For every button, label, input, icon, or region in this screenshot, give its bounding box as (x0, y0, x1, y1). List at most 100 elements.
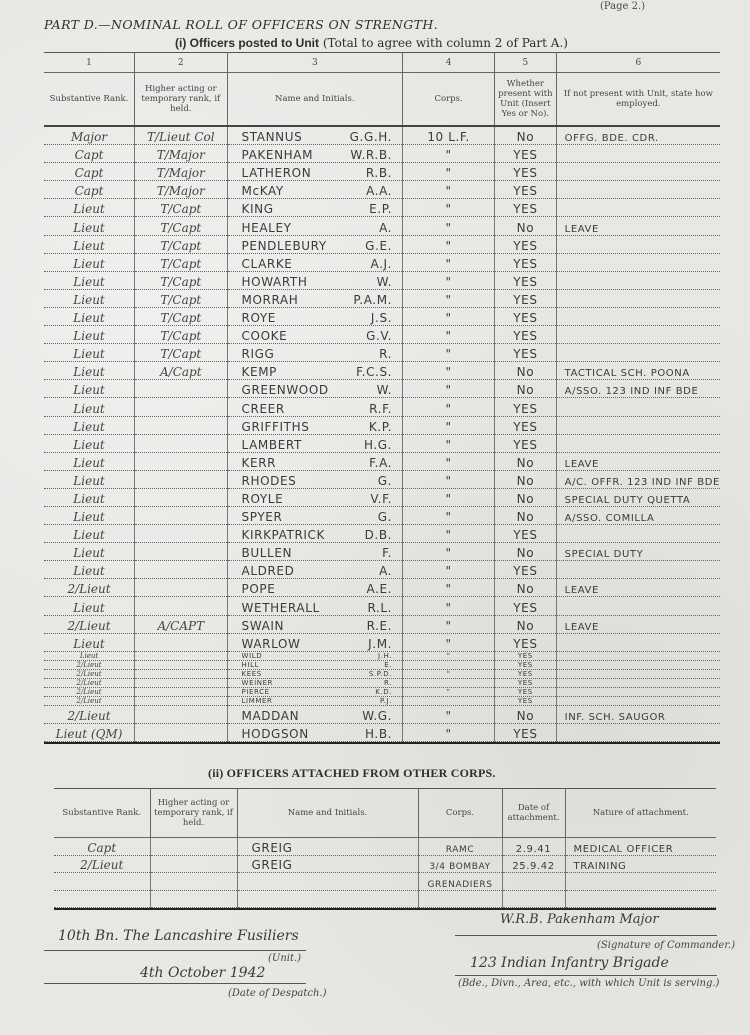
corps-cell: " (402, 235, 495, 254)
present-cell: YES (494, 633, 557, 652)
column-number: 6 (555, 52, 720, 73)
name-cell: WARLOW J.M. (226, 633, 403, 652)
name-cell: GREENWOOD W. (226, 379, 403, 399)
higher-rank-cell (134, 723, 228, 743)
initials: R.E. (366, 618, 393, 633)
table-row: 2/Lieut LIMMER P.J. YES (44, 696, 720, 707)
employment-cell (555, 696, 720, 707)
section2-title: (ii) OFFICERS ATTACHED FROM OTHER CORPS. (208, 766, 496, 780)
name-cell (236, 890, 418, 908)
rank-cell: Lieut (44, 470, 135, 489)
table-row: Lieut ROYLE V.F. " No SPECIAL DUTY QUETTA (44, 488, 720, 507)
employment-cell (555, 198, 720, 218)
rank-cell: Lieut (44, 506, 135, 526)
employment-cell (555, 416, 720, 435)
employment-cell (555, 678, 720, 689)
higher-rank-cell (134, 470, 228, 489)
corps-cell: 3/4 BOMBAY (417, 855, 502, 873)
officers-posted-table: 1 2 3 4 5 6 Substantive Rank. Higher act… (44, 52, 720, 745)
higher-rank-cell (149, 837, 237, 856)
employment-cell: LEAVE (555, 615, 720, 634)
surname: KEES (241, 670, 262, 678)
employment-cell: LEAVE (555, 216, 720, 236)
initials: W.G. (362, 709, 393, 724)
present-cell: YES (494, 180, 557, 200)
employment-cell (555, 144, 720, 164)
despatch-date-value: 4th October 1942 (140, 965, 266, 981)
present-cell: YES (494, 253, 557, 272)
initials: P.J. (380, 697, 393, 706)
corps-cell: " (402, 416, 495, 435)
name-cell: ROYLE V.F. (226, 488, 403, 507)
table-row: Lieut T/Capt HOWARTH W. " YES (44, 271, 720, 290)
rank-cell: Lieut (44, 560, 135, 580)
rank-cell: Capt (44, 162, 135, 182)
surname: McKAY (241, 184, 284, 199)
name-cell: KIRKPATRICK D.B. (226, 524, 403, 544)
initials: H.B. (365, 727, 393, 742)
present-cell: YES (494, 325, 557, 345)
name-cell: RHODES G. (226, 470, 403, 489)
rank-cell: Lieut (44, 596, 135, 616)
higher-rank-cell (149, 890, 237, 908)
initials: F.A. (369, 455, 393, 470)
date-cell (501, 872, 565, 891)
surname: ROYE (241, 311, 276, 326)
employment-cell: SPECIAL DUTY QUETTA (555, 488, 720, 507)
initials: K.D. (375, 688, 393, 697)
present-cell: No (494, 216, 557, 236)
column-number: 3 (226, 52, 403, 73)
rank-cell: Lieut (44, 235, 135, 254)
present-cell: No (494, 542, 557, 562)
table-row: Lieut A/Capt KEMP F.C.S. " No TACTICAL SCH. PO… (44, 361, 720, 381)
rank-cell: 2/Lieut (44, 678, 135, 689)
employment-cell (555, 162, 720, 182)
employment-cell (555, 325, 720, 345)
table-row: Lieut T/Capt KING E.P. " YES (44, 198, 720, 218)
higher-rank-cell (134, 488, 228, 507)
initials: J.S. (370, 311, 393, 326)
name-cell: HILL E. (226, 660, 403, 670)
table-row: Capt T/Major PAKENHAM W.R.B. " YES (44, 144, 720, 164)
unit-line (44, 950, 306, 951)
surname: BULLEN (241, 546, 293, 561)
initials: D.B. (364, 528, 393, 543)
surname: PIERCE (241, 688, 270, 697)
employment-cell (555, 723, 720, 743)
surname: SPYER (241, 510, 283, 525)
name-cell: CREER R.F. (226, 397, 403, 417)
name-cell: GREIG (236, 855, 418, 873)
column-header-date: Date of attachment. (501, 788, 565, 838)
corps-cell: " (402, 180, 495, 200)
corps-cell: " (402, 633, 495, 652)
initials: A. (379, 564, 393, 579)
name-cell: PIERCE K.D. (226, 687, 403, 698)
table-row: Lieut BULLEN F. " No SPECIAL DUTY (44, 542, 720, 562)
higher-rank-cell: T/Capt (134, 253, 228, 272)
corps-cell: " (402, 198, 495, 218)
surname: KIRKPATRICK (241, 528, 325, 543)
table-row: Capt T/Major LATHERON R.B. " YES (44, 162, 720, 182)
present-cell: No (494, 361, 557, 381)
initials: W. (376, 383, 393, 398)
column-header-corps: Corps. (402, 72, 495, 127)
corps-cell: " (402, 307, 495, 327)
employment-cell (555, 669, 720, 680)
employment-cell: SPECIAL DUTY (555, 542, 720, 562)
present-cell: YES (494, 524, 557, 544)
higher-rank-cell (134, 633, 228, 652)
name-cell: STANNUS G.G.H. (226, 126, 403, 146)
rank-cell: Lieut (44, 651, 135, 661)
higher-rank-cell (149, 855, 237, 873)
surname: STANNUS (241, 130, 303, 145)
rank-cell: Lieut (44, 633, 135, 652)
surname: PENDLEBURY (241, 238, 327, 253)
present-cell: YES (494, 289, 557, 308)
corps-cell: GRENADIERS (417, 872, 502, 891)
table-row: Lieut CREER R.F. " YES (44, 397, 720, 417)
surname: WILD (241, 651, 263, 660)
section1-note: (Total to agree with column 2 of Part A.… (322, 36, 568, 50)
present-cell: YES (494, 696, 557, 707)
initials: R.L. (367, 600, 393, 615)
corps-cell: 10 L.F. (402, 126, 495, 146)
